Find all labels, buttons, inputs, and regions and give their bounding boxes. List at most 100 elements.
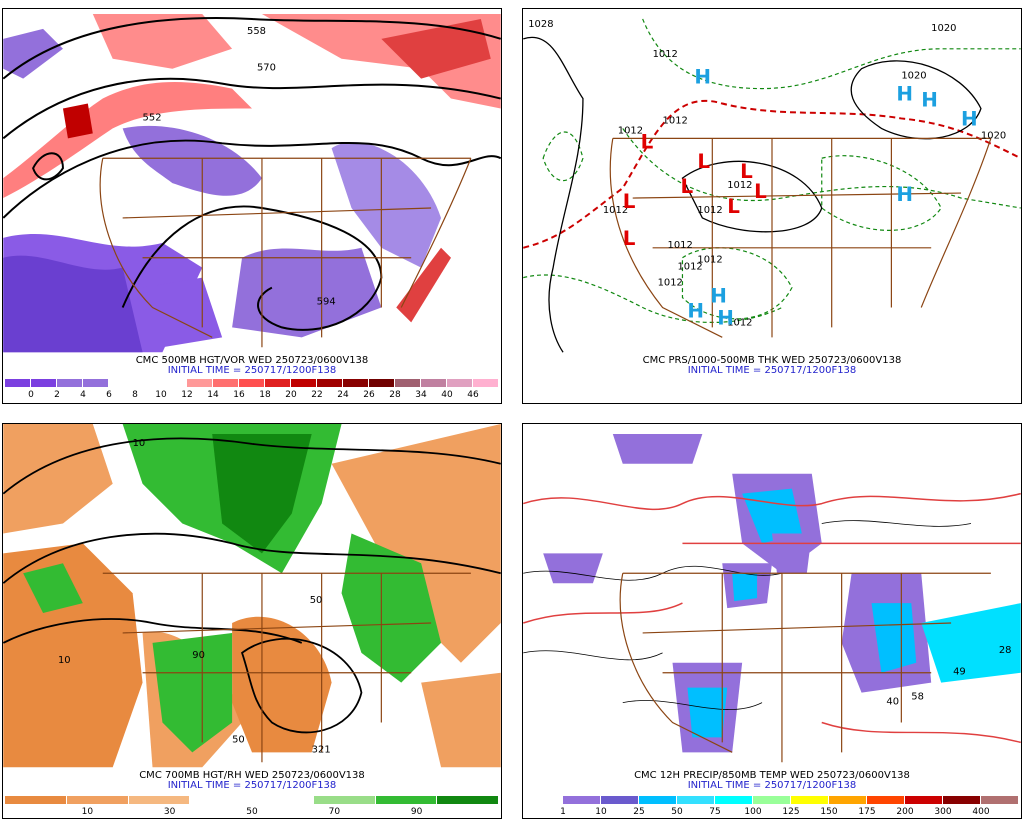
colorbar-swatch [375,796,438,804]
isobar-label: 1012 [603,205,628,216]
colorbar-tick-label: 90 [410,807,423,817]
high-pressure-symbol: H [961,107,978,130]
colorbar-tick-label: 18 [259,390,271,400]
colorbar-tick-label: 26 [363,390,375,400]
colorbar-tick-label: 22 [311,390,323,400]
colorbar-tick-label: 16 [233,390,245,400]
low-pressure-symbol: L [623,227,636,250]
colorbar-swatch [421,379,447,387]
colorbar-tick-label: 2 [54,390,60,400]
colorbar-tick-label: 125 [782,807,800,817]
colorbar-swatch [343,379,369,387]
colorbar-swatch [109,379,135,387]
panel-precip-temp: 28 40 58 49 CMC 12H PRECIP/850MB TEMP WE… [522,423,1022,819]
colorbar-swatch [66,796,129,804]
colorbar-swatch [83,379,109,387]
colorbar-swatch [135,379,161,387]
colorbar-tick-label: 75 [709,807,721,817]
high-pressure-symbol: H [896,183,913,206]
panel-init-time: INITIAL TIME = 250717/1200F138 [687,780,857,791]
colorbar-tick-label: 50 [246,807,258,817]
colorbar-tick-label: 28 [389,390,401,400]
colorbar-swatch [128,796,191,804]
colorbar-swatch [437,796,499,804]
colorbar-swatch [190,796,252,804]
colorbar-swatch [31,379,57,387]
colorbar-swatch [981,796,1019,804]
colorbar-tick-label: 10 [81,807,94,817]
isobar-label: 1020 [931,23,956,34]
low-pressure-symbol: L [727,195,740,218]
low-pressure-symbol: L [641,130,654,153]
isobar-label: 1012 [663,115,688,126]
colorbar-swatch [943,796,981,804]
colorbar-tick-label: 8 [132,390,138,400]
colorbar-swatch [447,379,473,387]
colorbar-swatch [252,796,314,804]
isobar-label: 1012 [677,262,702,273]
colorbar-tick-label: 24 [337,390,349,400]
colorbar-tick-label: 300 [934,807,952,817]
colorbar-swatch [563,796,601,804]
temp-contour-label: 40 [886,697,899,708]
colorbar-ticks: 1 10 25 50 75 100 125 150 175 200 300 400 [525,807,1019,819]
rh-contour-label: 90 [192,650,205,661]
rh-contour-label: 50 [310,595,323,606]
colorbar-swatch [473,379,499,387]
rh-contour-label: 10 [58,655,71,666]
isobar-label: 1012 [697,205,722,216]
panel-caption: CMC 500MB HGT/VOR WED 250723/0600V138 [135,355,369,366]
panel-init-time: INITIAL TIME = 250717/1200F138 [167,780,337,791]
colorbar-swatch [213,379,239,387]
panel-init-time: INITIAL TIME = 250717/1200F138 [687,365,857,376]
high-pressure-symbol: H [921,89,938,112]
temp-contour-label: 58 [911,692,924,703]
colorbar-tick-label: 100 [744,807,762,817]
colorbar-swatch [187,379,213,387]
low-pressure-symbol: L [754,180,767,203]
colorbar-tick-label: 1 [560,807,566,817]
colorbar [5,379,499,387]
isobar-label: 1012 [668,240,693,251]
vorticity-map: 558 570 552 594 [3,9,501,353]
isobar-label: 1012 [697,255,722,266]
colorbar-tick-label: 70 [328,807,341,817]
humidity-map: 10 10 50 50 90 321 [3,424,501,768]
colorbar-swatch [161,379,187,387]
colorbar-swatch [829,796,867,804]
panel-caption: CMC 12H PRECIP/850MB TEMP WED 250723/060… [634,770,910,781]
colorbar-tick-label: 150 [820,807,838,817]
panel-caption: CMC 700MB HGT/RH WED 250723/0600V138 [139,770,365,781]
colorbar-swatch [291,379,317,387]
contour-label-570: 570 [257,63,276,74]
isobar-label: 1012 [658,278,683,289]
temp-contour-label: 28 [999,645,1012,656]
precip-map: 28 40 58 49 [523,424,1021,768]
colorbar-tick-label: 20 [285,390,297,400]
colorbar-swatch [5,379,31,387]
isobar-label: 1012 [653,49,678,60]
colorbar-tick-label: 25 [633,807,645,817]
colorbar-ticks: 10 30 50 70 90 [5,807,499,819]
colorbar-swatch [753,796,791,804]
colorbar-swatch [639,796,677,804]
colorbar-tick-label: 40 [441,390,453,400]
colorbar-tick-label: 50 [671,807,683,817]
low-pressure-symbol: L [680,175,693,198]
contour-label-552: 552 [143,112,162,123]
isobar-label: 1028 [528,19,553,30]
colorbar-tick-label: 46 [467,390,479,400]
colorbar [525,796,1019,804]
low-pressure-symbol: L [740,160,753,183]
colorbar-tick-label: 12 [181,390,193,400]
colorbar-tick-label: 400 [972,807,990,817]
colorbar-swatch [239,379,265,387]
high-pressure-symbol: H [694,66,711,89]
colorbar [5,796,499,804]
colorbar-swatch [317,379,343,387]
panel-500mb-vorticity: 558 570 552 594 CMC 500MB HGT/VOR WED 25… [2,8,502,404]
low-pressure-symbol: L [623,190,636,213]
colorbar-swatch [905,796,943,804]
height-contour-label: 321 [312,744,331,755]
high-pressure-symbol: H [717,306,734,329]
